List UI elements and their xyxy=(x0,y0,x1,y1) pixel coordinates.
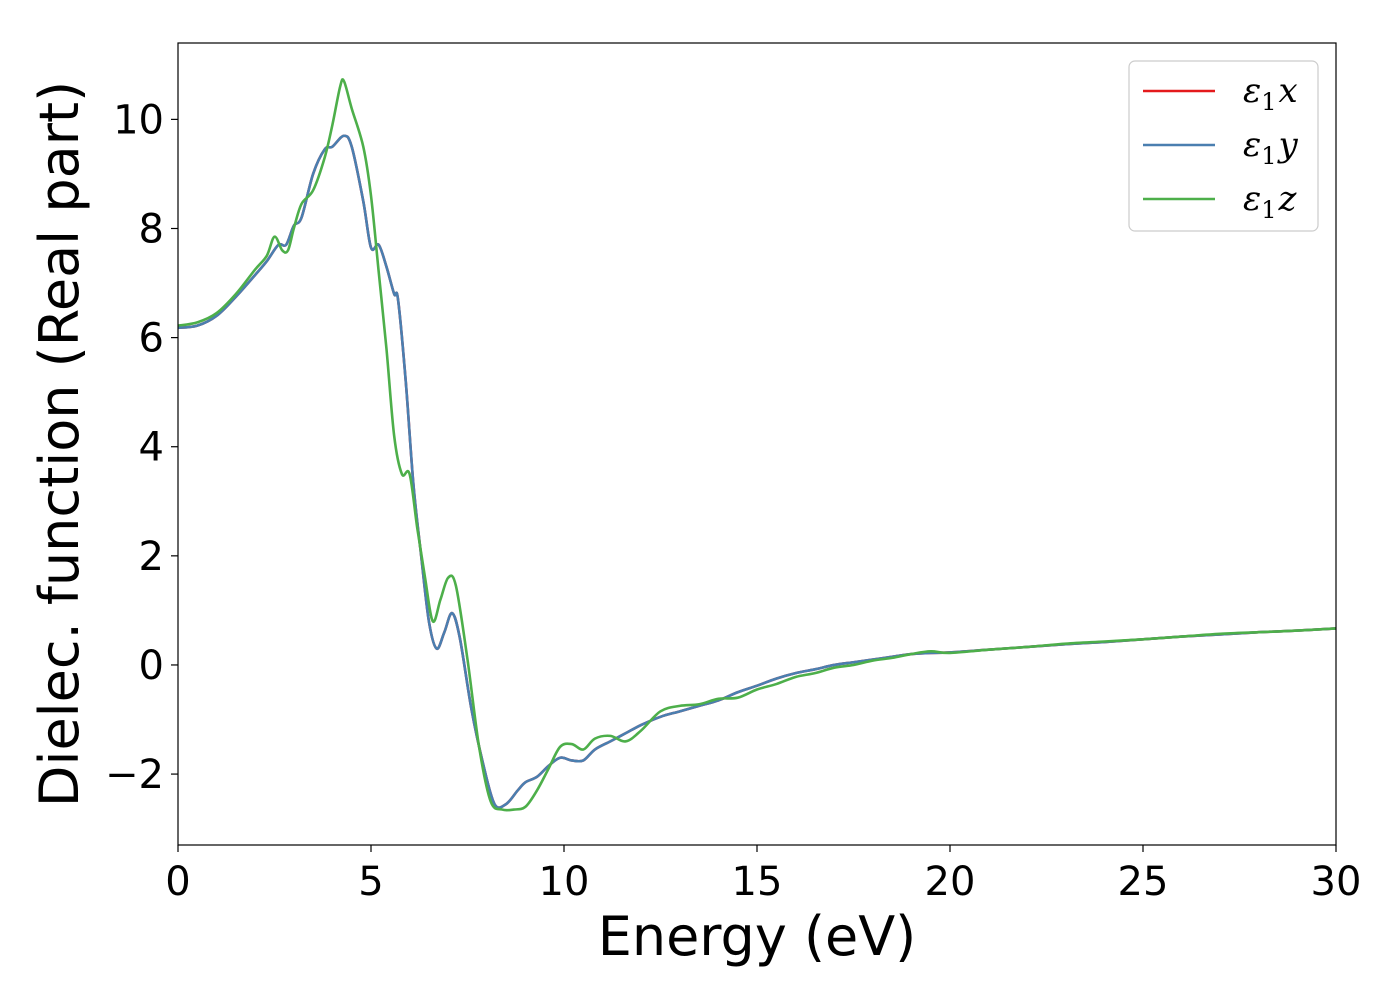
series-layer xyxy=(177,78,1337,812)
x-tick-label: 20 xyxy=(925,859,976,905)
legend-label-y: ε1y xyxy=(1243,125,1299,170)
x-tick-label: 25 xyxy=(1118,859,1169,905)
series-line-z xyxy=(177,78,1337,812)
y-tick-label: 8 xyxy=(139,206,164,252)
y-tick-label: 2 xyxy=(139,534,164,580)
y-tick-label: −2 xyxy=(105,752,164,798)
y-axis: −2 0 2 4 6 8 10 xyxy=(105,97,178,798)
y-tick-label: 10 xyxy=(113,97,164,143)
x-tick-label: 10 xyxy=(539,859,590,905)
x-tick-label: 15 xyxy=(732,859,783,905)
x-axis: 0 5 10 15 20 25 30 xyxy=(165,845,1361,905)
y-tick-label: 6 xyxy=(139,316,164,362)
legend-box xyxy=(1128,60,1319,232)
x-tick-label: 30 xyxy=(1311,859,1362,905)
legend-label-z: ε1z xyxy=(1243,179,1298,224)
legend-label-x: ε1x xyxy=(1243,71,1298,116)
x-tick-label: 0 xyxy=(165,859,190,905)
y-tick-label: 4 xyxy=(139,425,164,471)
x-axis-title: Energy (eV) xyxy=(598,905,917,968)
x-tick-label: 5 xyxy=(358,859,383,905)
y-axis-title: Dielec. function (Real part) xyxy=(28,81,91,807)
legend: ε1x ε1y ε1z xyxy=(1128,60,1319,232)
y-tick-label: 0 xyxy=(139,643,164,689)
